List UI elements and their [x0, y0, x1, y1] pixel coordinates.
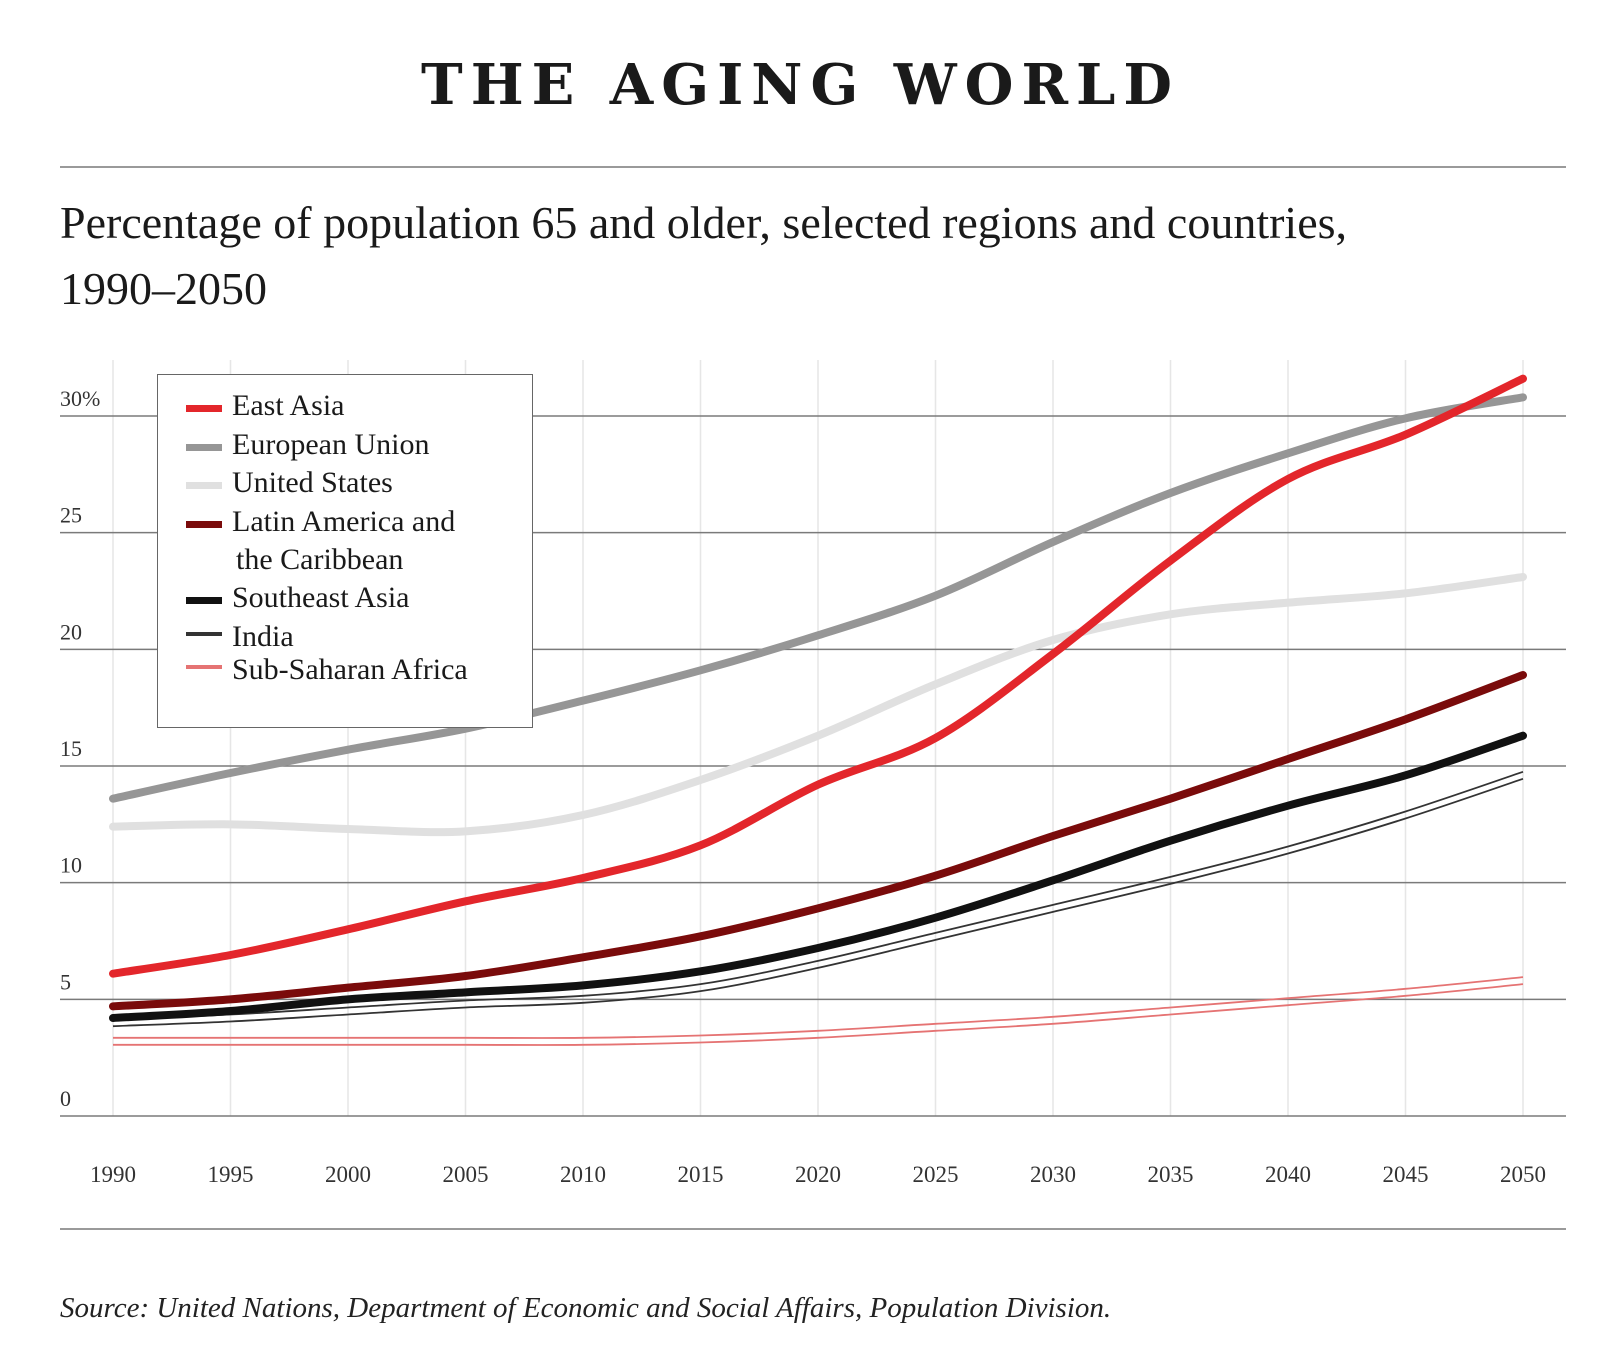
- x-tick-label: 2010: [560, 1162, 606, 1187]
- series-line-sub-saharan-africa: [113, 976, 1524, 1039]
- x-tick-label: 1990: [90, 1162, 136, 1187]
- legend-label-latin-america-line2: the Caribbean: [236, 543, 404, 576]
- x-tick-label: 2000: [325, 1162, 371, 1187]
- subtitle-line-1: Percentage of population 65 and older, s…: [60, 197, 1348, 248]
- series-line-india: [112, 770, 1524, 1021]
- series-line-east-asia: [109, 374, 1527, 978]
- chart-legend: East Asia European Union United States L…: [157, 374, 533, 728]
- y-tick-label: 20: [60, 619, 82, 644]
- source-note: Source: United Nations, Department of Ec…: [60, 1292, 1112, 1324]
- x-tick-label: 2020: [795, 1162, 841, 1187]
- legend-swatch-east-asia: [186, 405, 222, 412]
- subtitle-line-2: 1990–2050: [60, 263, 267, 314]
- chart-headline: THE AGING WORLD: [421, 52, 1180, 118]
- x-tick-label: 1995: [208, 1162, 254, 1187]
- legend-label-european-union: European Union: [232, 428, 430, 461]
- legend-label-east-asia: East Asia: [232, 389, 345, 422]
- y-tick-label: 0: [60, 1086, 71, 1111]
- series-line-united-states: [109, 573, 1527, 837]
- y-tick-label: 25: [60, 503, 82, 528]
- y-tick-label: 5: [60, 969, 71, 994]
- bottom-divider: [60, 1228, 1566, 1230]
- x-tick-label: 2045: [1383, 1162, 1429, 1187]
- y-tick-label: 30%: [60, 386, 100, 411]
- series-layer: [109, 374, 1527, 1046]
- legend-swatch-india: [186, 632, 222, 636]
- x-tick-label: 2035: [1148, 1162, 1194, 1187]
- legend-label-united-states: United States: [232, 466, 393, 499]
- legend-label-southeast-asia: Southeast Asia: [232, 581, 410, 614]
- x-tick-label: 2015: [678, 1162, 724, 1187]
- legend-swatch-latin-america: [186, 521, 222, 528]
- series-line-india: [112, 777, 1524, 1028]
- x-tick-label: 2050: [1500, 1162, 1546, 1187]
- legend-label-sub-saharan-africa: Sub-Saharan Africa: [232, 653, 468, 686]
- y-tick-label: 10: [60, 853, 82, 878]
- y-tick-label: 15: [60, 736, 82, 761]
- series-line-southeast-asia: [109, 731, 1527, 1022]
- legend-swatch-southeast-asia: [186, 597, 222, 604]
- series-line-sub-saharan-africa: [113, 983, 1524, 1046]
- series-line-latin-america-and-the-caribbean: [109, 671, 1527, 1011]
- series-line-european-union: [109, 393, 1527, 803]
- x-tick-label: 2025: [913, 1162, 959, 1187]
- x-tick-label: 2005: [443, 1162, 489, 1187]
- chart-subtitle: Percentage of population 65 and older, s…: [60, 190, 1570, 322]
- legend-label-latin-america-line1: Latin America and: [232, 505, 456, 538]
- legend-swatch-european-union: [186, 444, 222, 451]
- x-tick-label: 2030: [1030, 1162, 1076, 1187]
- legend-swatch-united-states: [186, 482, 222, 489]
- legend-label-india: India: [232, 620, 294, 653]
- x-tick-label: 2040: [1265, 1162, 1311, 1187]
- top-divider: [60, 166, 1566, 168]
- legend-swatch-sub-saharan-africa: [186, 665, 222, 669]
